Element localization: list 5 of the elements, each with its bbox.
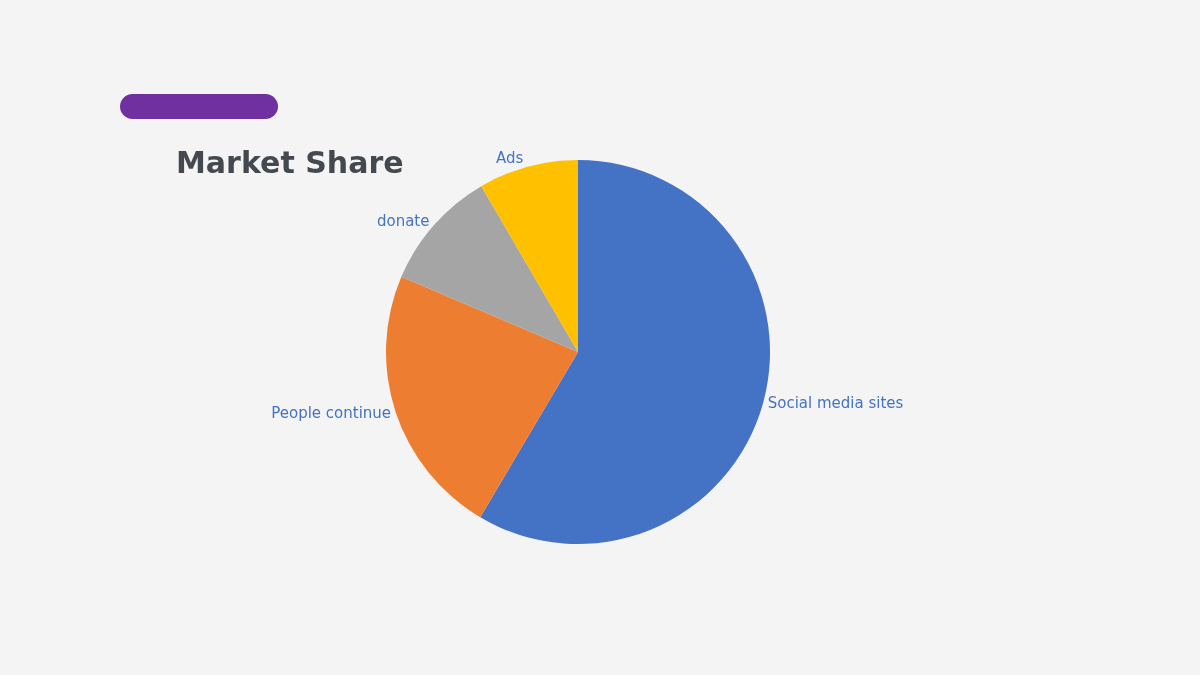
slice-label: People continue xyxy=(271,403,392,422)
slice-label: Social media sites xyxy=(767,394,904,413)
slice-label: donate xyxy=(376,212,430,231)
slice-label: Ads xyxy=(495,149,524,168)
chart-title: Market Share xyxy=(176,144,404,180)
